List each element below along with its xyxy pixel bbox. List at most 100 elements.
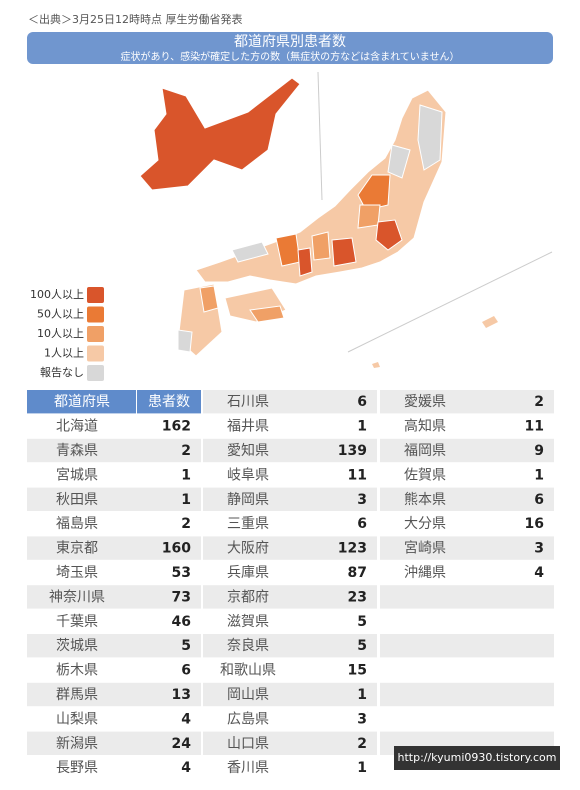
prefecture: 岐阜県 — [227, 466, 269, 483]
patient-count: 5 — [181, 638, 191, 654]
prefecture: 奈良県 — [227, 638, 269, 654]
patient-count: 1 — [357, 760, 367, 776]
row-background — [380, 634, 554, 658]
row-background — [203, 487, 377, 511]
patient-count: 24 — [172, 736, 192, 752]
prefecture: 千葉県 — [56, 614, 98, 630]
prefecture: 青森県 — [56, 443, 98, 459]
prefecture: 北海道 — [56, 419, 98, 435]
prefecture: 滋賀県 — [227, 614, 269, 630]
prefecture: 愛媛県 — [404, 394, 446, 410]
patient-count: 6 — [534, 492, 544, 508]
patient-count: 2 — [357, 736, 367, 752]
row-background — [380, 487, 554, 511]
prefecture: 岡山県 — [227, 687, 269, 703]
row-background — [203, 438, 377, 463]
patient-count: 23 — [348, 589, 367, 605]
patient-count: 1 — [181, 467, 191, 483]
row-background — [27, 731, 201, 755]
prefecture: 長野県 — [56, 760, 98, 776]
patient-count: 4 — [181, 711, 191, 727]
prefecture: 兵庫県 — [227, 564, 269, 581]
prefecture: 新潟県 — [56, 736, 98, 752]
row-background — [203, 682, 377, 707]
prefecture: 福井県 — [227, 419, 269, 435]
row-background — [380, 390, 554, 414]
patient-count: 2 — [181, 443, 191, 459]
watermark: http://kyumi0930.tistory.com — [397, 751, 556, 764]
prefecture: 秋田県 — [56, 492, 98, 508]
patient-count: 87 — [348, 565, 367, 581]
patient-count: 6 — [357, 394, 367, 410]
prefecture: 石川県 — [227, 394, 269, 410]
row-background — [27, 438, 201, 463]
patient-count: 4 — [534, 565, 544, 581]
legend-label: 1人以上 — [44, 347, 84, 360]
row-background — [27, 682, 201, 707]
prefecture: 神奈川県 — [49, 589, 105, 605]
prefecture: 香川県 — [227, 760, 269, 776]
row-background — [27, 634, 201, 658]
patient-count: 13 — [172, 687, 191, 703]
legend-label: 報告なし — [40, 366, 84, 379]
map — [139, 71, 553, 368]
patient-count: 5 — [357, 638, 367, 654]
patient-count: 3 — [357, 492, 367, 508]
patient-count: 53 — [172, 565, 191, 581]
prefecture: 静岡県 — [227, 492, 269, 508]
prefecture: 大分県 — [404, 516, 446, 532]
row-background — [380, 682, 554, 707]
prefecture: 東京都 — [56, 541, 98, 557]
patient-count: 2 — [181, 516, 191, 532]
legend-swatch — [87, 345, 104, 362]
prefecture: 茨城県 — [56, 638, 98, 654]
patient-count: 16 — [525, 516, 544, 532]
patient-count: 4 — [181, 760, 191, 776]
patient-count: 3 — [534, 541, 544, 557]
row-background — [203, 634, 377, 658]
patient-count: 5 — [357, 614, 367, 630]
legend-label: 100人以上 — [30, 288, 84, 301]
legend-swatch — [87, 287, 104, 303]
header-label: 患者数 — [148, 394, 190, 410]
row-background — [27, 585, 201, 609]
row-background — [203, 585, 377, 609]
prefecture: 埼玉県 — [56, 565, 98, 581]
patient-count: 160 — [162, 541, 191, 557]
row-background — [203, 536, 377, 560]
legend-label: 50人以上 — [37, 308, 84, 321]
watermark-box — [394, 746, 560, 770]
prefecture: 沖縄県 — [404, 565, 446, 581]
title: 都道府県別患者数 — [234, 34, 346, 50]
row-background — [380, 438, 554, 463]
header-cell — [137, 390, 201, 414]
header-label: 都道府県 — [54, 394, 110, 410]
prefecture: 福岡県 — [404, 443, 446, 459]
row-background — [380, 536, 554, 560]
prefecture: 山梨県 — [56, 711, 98, 727]
patient-count: 6 — [181, 663, 191, 679]
patient-count: 3 — [357, 711, 367, 727]
legend-swatch — [87, 306, 104, 323]
row-background — [27, 487, 201, 511]
prefecture: 愛知県 — [227, 442, 269, 459]
prefecture: 高知県 — [404, 418, 446, 435]
patient-count: 6 — [357, 516, 367, 532]
title-banner — [27, 32, 553, 64]
prefecture: 群馬県 — [56, 687, 98, 703]
patient-count: 1 — [357, 687, 367, 703]
legend-swatch — [87, 326, 104, 342]
subtitle: 症状があり、感染が確定した方の数（無症状の方などは含まれていません） — [121, 50, 460, 63]
patient-count: 46 — [172, 614, 191, 630]
patient-count: 11 — [348, 467, 367, 483]
patient-count: 123 — [338, 541, 367, 557]
patient-count: 11 — [525, 419, 544, 435]
prefecture: 佐賀県 — [404, 467, 446, 483]
row-background — [203, 390, 377, 414]
row-background — [380, 585, 554, 609]
patient-count: 15 — [348, 663, 367, 679]
patient-count: 1 — [534, 467, 544, 483]
